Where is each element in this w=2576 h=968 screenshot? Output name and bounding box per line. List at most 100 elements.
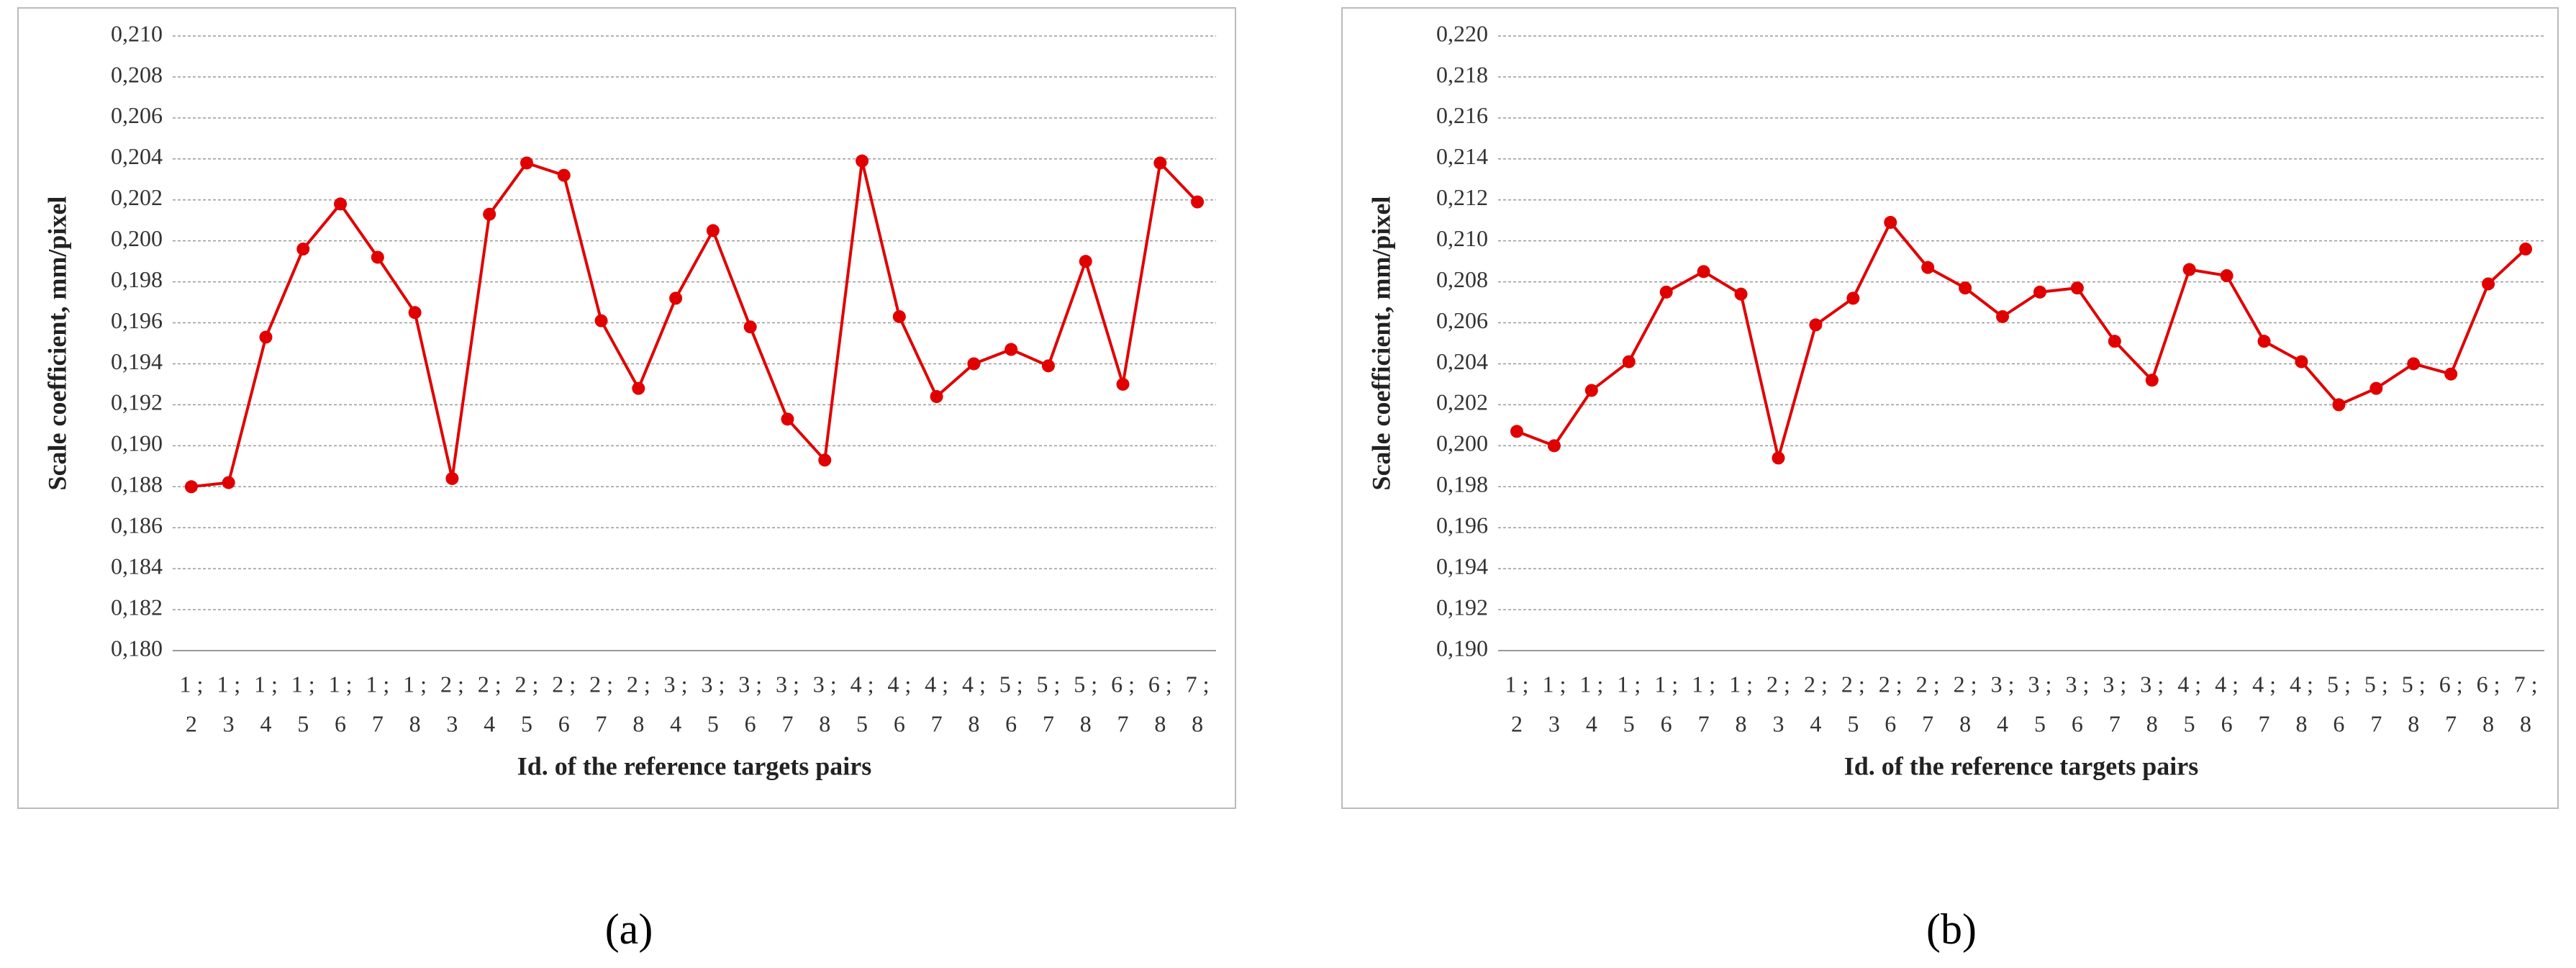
x-tick-label: 1 ; xyxy=(1729,671,1753,697)
x-tick-label: 2 ; xyxy=(1804,671,1828,697)
x-tick-label: 7 xyxy=(2445,710,2457,736)
x-tick-label: 2 ; xyxy=(589,671,613,697)
x-tick-label: 8 xyxy=(1959,710,1971,736)
x-tick-label: 2 xyxy=(1511,710,1523,736)
x-tick-label: 1 ; xyxy=(1654,671,1678,697)
x-tick-label: 6 xyxy=(894,710,905,736)
data-point xyxy=(1191,195,1205,209)
x-tick-label: 3 xyxy=(1772,710,1784,736)
x-tick-label: 1 ; xyxy=(291,671,315,697)
data-point xyxy=(1622,355,1636,368)
x-tick-label: 7 xyxy=(1922,710,1933,736)
x-tick-label: 6 xyxy=(2333,710,2344,736)
x-tick-label: 7 xyxy=(372,710,384,736)
data-point xyxy=(930,390,943,404)
x-tick-label: 4 xyxy=(1810,710,1821,736)
x-tick-label: 5 ; xyxy=(999,671,1023,697)
x-tick-label: 6 xyxy=(1661,710,1672,736)
y-tick-label: 0,182 xyxy=(111,594,163,620)
x-tick-label: 5 xyxy=(1847,710,1859,736)
data-point xyxy=(1884,216,1897,230)
x-tick-label: 2 xyxy=(186,710,197,736)
y-tick-label: 0,212 xyxy=(1436,184,1488,210)
x-tick-label: 1 ; xyxy=(1692,671,1715,697)
x-tick-label: 1 ; xyxy=(1505,671,1529,697)
data-point xyxy=(1846,291,1860,305)
x-tick-label: 2 ; xyxy=(552,671,576,697)
x-tick-label: 6 xyxy=(2072,710,2083,736)
chart: 0,190 0,192 0,194 0,196 0,198 0,200 0,202 0,204… xyxy=(1341,7,2559,953)
subfigure-label: (b) xyxy=(1926,905,1977,953)
x-tick-label: 7 xyxy=(781,710,793,736)
x-tick-label: 7 ; xyxy=(2514,671,2538,697)
data-point xyxy=(669,291,683,305)
x-tick-label: 6 xyxy=(558,710,570,736)
x-tick-label: 7 xyxy=(931,710,943,736)
x-tick-label: 6 xyxy=(1885,710,1896,736)
data-point xyxy=(856,154,869,168)
x-tick-label: 4 xyxy=(484,710,495,736)
data-point xyxy=(2332,398,2346,412)
data-point xyxy=(967,357,981,371)
x-tick-label: 4 xyxy=(260,710,271,736)
y-tick-label: 0,216 xyxy=(1436,102,1488,128)
data-point xyxy=(1041,359,1055,373)
chart-border xyxy=(17,7,1236,809)
x-tick-label: 3 xyxy=(1548,710,1560,736)
data-point xyxy=(520,156,533,170)
x-tick-label: 7 xyxy=(1117,710,1129,736)
data-point xyxy=(2220,269,2233,283)
x-tick-label: 8 xyxy=(1080,710,1092,736)
y-tick-label: 0,184 xyxy=(111,553,163,579)
x-axis-title: Id. of the reference targets pairs xyxy=(1844,751,2199,780)
y-tick-label: 0,220 xyxy=(1436,20,1488,46)
x-tick-label: 1 ; xyxy=(403,671,427,697)
data-point xyxy=(1116,377,1130,391)
y-tick-label: 0,208 xyxy=(111,61,163,87)
x-tick-label: 2 ; xyxy=(515,671,539,697)
data-point xyxy=(2070,281,2084,295)
data-point xyxy=(1584,384,1598,397)
data-point xyxy=(2257,335,2271,348)
x-tick-label: 8 xyxy=(2482,710,2494,736)
y-tick-label: 0,214 xyxy=(1436,143,1488,169)
data-point xyxy=(483,207,496,221)
y-tick-label: 0,194 xyxy=(111,348,163,374)
chart: 0,180 0,182 0,184 0,186 0,188 0,190 0,192 0,194… xyxy=(17,7,1236,953)
x-tick-label: 1 ; xyxy=(1617,671,1641,697)
x-tick-label: 3 ; xyxy=(2065,671,2089,697)
x-tick-label: 3 ; xyxy=(1991,671,2015,697)
y-tick-label: 0,208 xyxy=(1436,266,1488,292)
data-point xyxy=(1004,343,1018,356)
x-tick-label: 7 xyxy=(596,710,607,736)
subfigure-label: (a) xyxy=(605,905,653,953)
data-point xyxy=(1547,439,1561,453)
data-point xyxy=(296,243,310,256)
data-point xyxy=(222,476,235,489)
x-tick-label: 4 xyxy=(1997,710,2008,736)
x-tick-label: 8 xyxy=(1154,710,1166,736)
data-point xyxy=(1959,281,1972,295)
x-tick-label: 8 xyxy=(409,710,421,736)
x-tick-label: 5 xyxy=(2034,710,2046,736)
x-tick-label: 7 xyxy=(2259,710,2270,736)
x-tick-label: 4 ; xyxy=(2290,671,2313,697)
x-tick-label: 3 ; xyxy=(2103,671,2126,697)
x-tick-label: 3 xyxy=(223,710,235,736)
y-tick-label: 0,192 xyxy=(111,389,163,415)
x-tick-label: 5 ; xyxy=(2402,671,2426,697)
data-point xyxy=(445,471,459,485)
data-point xyxy=(2033,285,2046,299)
x-tick-label: 8 xyxy=(2146,710,2158,736)
x-tick-label: 8 xyxy=(1736,710,1747,736)
y-tick-label: 0,190 xyxy=(1436,635,1488,661)
x-tick-label: 4 ; xyxy=(887,671,911,697)
x-tick-label: 8 xyxy=(2520,710,2531,736)
y-tick-label: 0,196 xyxy=(111,307,163,333)
y-tick-label: 0,206 xyxy=(111,102,163,128)
x-tick-label: 7 xyxy=(2370,710,2382,736)
y-tick-label: 0,200 xyxy=(1436,430,1488,456)
data-point xyxy=(259,330,273,344)
x-tick-label: 4 ; xyxy=(2215,671,2239,697)
y-tick-label: 0,180 xyxy=(111,635,163,661)
